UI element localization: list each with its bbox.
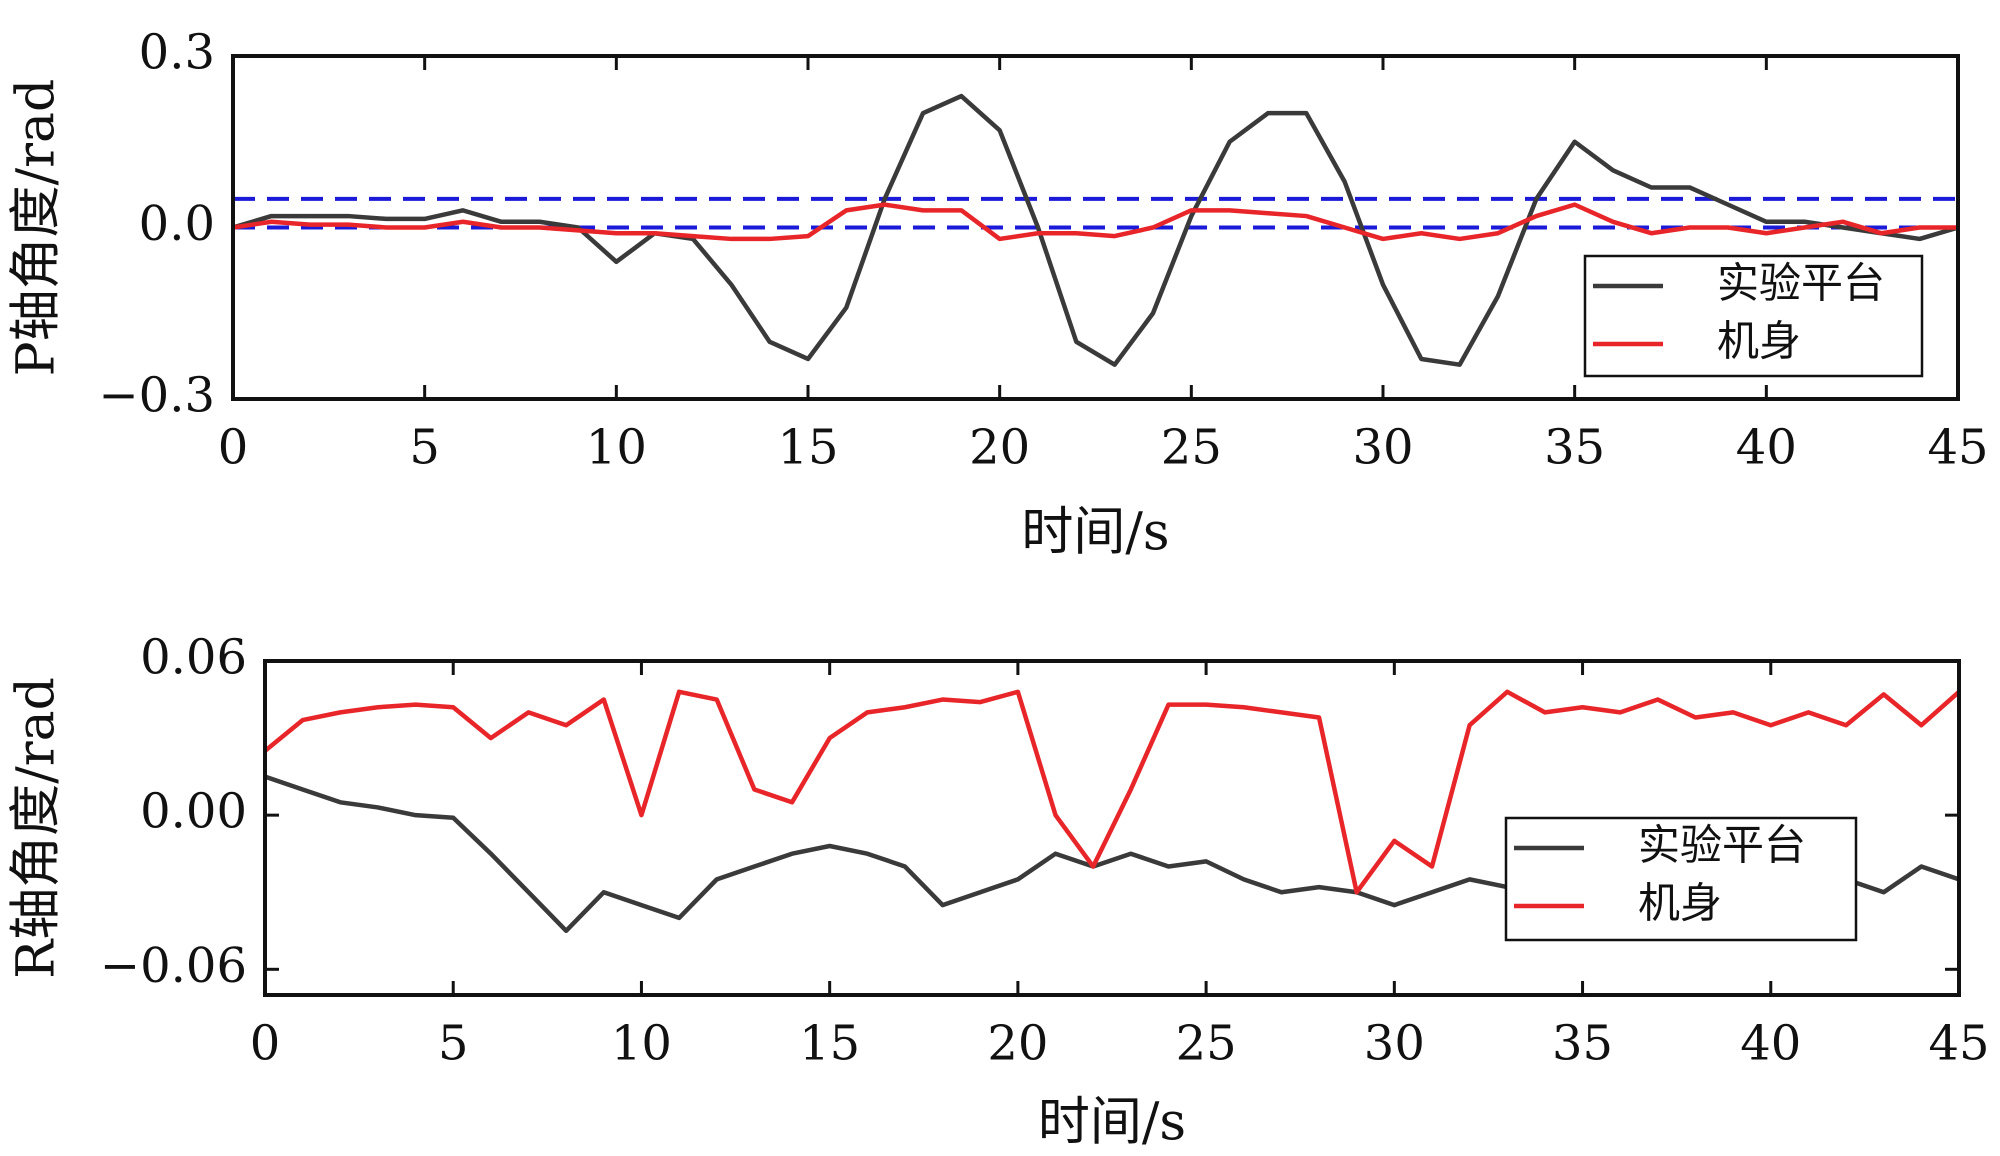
y-tick-label: 0.0 — [139, 196, 215, 252]
x-tick-label: 0 — [218, 420, 249, 476]
x-tick-label: 5 — [409, 420, 440, 476]
series-line — [265, 689, 1959, 895]
y-axis-label: R轴角度/rad — [7, 677, 67, 979]
x-tick-label: 30 — [1352, 420, 1413, 476]
legend-label: 机身 — [1638, 879, 1722, 928]
x-tick-label: 0 — [250, 1016, 281, 1072]
plot-frame — [231, 54, 1960, 401]
legend-box — [1504, 816, 1858, 942]
x-axis-label: 时间/s — [1021, 503, 1169, 563]
x-tick-label: 10 — [586, 420, 647, 476]
y-axis-label: P轴角度/rad — [7, 79, 67, 377]
x-tick-label: 35 — [1544, 420, 1605, 476]
series-line — [233, 202, 1958, 242]
x-tick-label: 25 — [1176, 1016, 1237, 1072]
x-tick-label: 20 — [969, 420, 1030, 476]
series-line — [233, 93, 1958, 367]
x-tick-label: 45 — [1927, 420, 1988, 476]
legend-label: 机身 — [1717, 317, 1801, 366]
x-tick-label: 5 — [438, 1016, 469, 1072]
x-tick-label: 10 — [611, 1016, 672, 1072]
x-tick-label: 30 — [1364, 1016, 1425, 1072]
legend-label: 实验平台 — [1638, 821, 1806, 870]
plot-area — [233, 93, 1958, 367]
x-tick-label: 25 — [1161, 420, 1222, 476]
y-tick-label: −0.06 — [100, 938, 247, 994]
legend-box — [1583, 254, 1924, 378]
x-tick-label: 40 — [1736, 420, 1797, 476]
plot-frame — [263, 659, 1961, 997]
x-tick-label: 40 — [1740, 1016, 1801, 1072]
x-tick-label: 20 — [987, 1016, 1048, 1072]
y-tick-label: 0.06 — [140, 630, 247, 686]
y-tick-label: −0.3 — [98, 368, 215, 424]
x-axis-label: 时间/s — [1038, 1093, 1186, 1153]
y-tick-label: 0.3 — [139, 25, 215, 81]
x-tick-label: 15 — [777, 420, 838, 476]
y-tick-label: 0.00 — [140, 784, 247, 840]
legend-label: 实验平台 — [1717, 259, 1885, 308]
x-tick-label: 45 — [1928, 1016, 1989, 1072]
x-tick-label: 15 — [799, 1016, 860, 1072]
x-tick-label: 35 — [1552, 1016, 1613, 1072]
